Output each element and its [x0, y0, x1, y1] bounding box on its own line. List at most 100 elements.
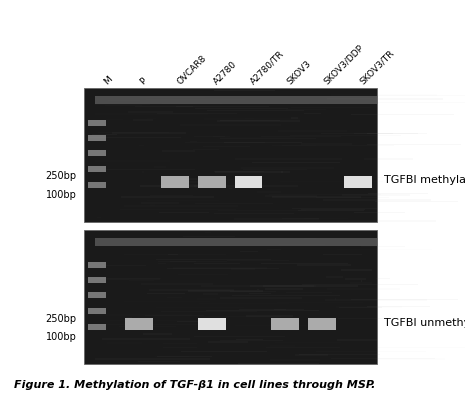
Bar: [214, 213, 294, 214]
Bar: [351, 114, 454, 115]
Bar: [366, 353, 465, 354]
Bar: [88, 292, 106, 298]
Bar: [88, 262, 106, 269]
Bar: [274, 309, 304, 310]
Bar: [167, 255, 178, 256]
Bar: [163, 343, 197, 344]
Bar: [112, 133, 186, 134]
Bar: [97, 278, 161, 279]
Bar: [97, 218, 100, 219]
Bar: [204, 119, 300, 121]
Text: TGFBI methylation: TGFBI methylation: [384, 175, 465, 185]
Bar: [270, 345, 295, 347]
Bar: [218, 211, 306, 212]
Bar: [170, 261, 227, 262]
Bar: [246, 118, 254, 120]
Bar: [93, 324, 202, 326]
Bar: [95, 358, 210, 360]
Bar: [162, 103, 222, 105]
Text: OVCAR8: OVCAR8: [175, 53, 208, 86]
Bar: [257, 290, 259, 291]
Bar: [167, 268, 279, 270]
Bar: [365, 158, 413, 160]
Bar: [147, 119, 156, 120]
Bar: [124, 301, 210, 303]
Bar: [167, 297, 182, 298]
Bar: [220, 138, 295, 139]
Bar: [336, 361, 418, 362]
Bar: [341, 270, 372, 271]
Bar: [235, 325, 334, 326]
Bar: [185, 187, 236, 188]
Bar: [117, 244, 129, 245]
Bar: [198, 177, 226, 189]
Bar: [99, 265, 137, 266]
Bar: [326, 276, 343, 278]
Bar: [231, 269, 255, 270]
Bar: [149, 290, 234, 291]
Bar: [308, 99, 326, 101]
Bar: [275, 342, 341, 343]
Bar: [374, 358, 445, 360]
Bar: [92, 134, 117, 136]
Bar: [207, 111, 304, 112]
Bar: [286, 110, 326, 111]
Bar: [308, 318, 336, 330]
Bar: [197, 299, 216, 300]
Bar: [94, 169, 195, 171]
Bar: [291, 118, 298, 120]
Bar: [316, 197, 389, 198]
Bar: [98, 132, 169, 134]
Bar: [234, 219, 319, 220]
Bar: [199, 316, 281, 318]
Bar: [290, 136, 401, 137]
Bar: [240, 251, 258, 252]
Bar: [220, 139, 316, 140]
Bar: [188, 290, 263, 292]
Bar: [323, 199, 432, 201]
Bar: [301, 143, 352, 145]
Bar: [213, 136, 230, 137]
Bar: [361, 255, 380, 256]
Bar: [243, 169, 307, 171]
Bar: [126, 317, 132, 319]
Bar: [329, 348, 343, 349]
Bar: [339, 307, 382, 308]
Bar: [88, 136, 106, 142]
Bar: [85, 278, 160, 280]
Bar: [334, 298, 336, 300]
Bar: [88, 324, 106, 330]
Bar: [113, 239, 163, 241]
Text: SKOV3/DDP: SKOV3/DDP: [322, 43, 365, 86]
Text: 100bp: 100bp: [46, 331, 77, 341]
Bar: [133, 120, 153, 122]
Bar: [150, 205, 155, 206]
Bar: [88, 308, 106, 314]
Bar: [220, 340, 283, 341]
Text: A2780: A2780: [212, 59, 239, 86]
Bar: [250, 286, 314, 287]
Bar: [203, 147, 250, 148]
Bar: [159, 212, 209, 214]
Bar: [125, 318, 153, 330]
Bar: [194, 336, 286, 337]
Bar: [95, 97, 377, 105]
Bar: [339, 220, 436, 222]
Bar: [246, 88, 339, 90]
Bar: [263, 285, 359, 287]
Bar: [298, 264, 352, 266]
Bar: [214, 90, 275, 92]
Bar: [180, 96, 199, 98]
Bar: [280, 181, 383, 183]
Bar: [337, 249, 432, 250]
Bar: [95, 104, 150, 106]
Bar: [103, 279, 129, 281]
Bar: [205, 232, 211, 234]
Bar: [88, 182, 106, 188]
Bar: [223, 220, 277, 221]
Bar: [95, 114, 208, 115]
Bar: [354, 212, 405, 213]
Bar: [258, 191, 281, 193]
Bar: [204, 294, 218, 295]
Bar: [88, 277, 106, 284]
